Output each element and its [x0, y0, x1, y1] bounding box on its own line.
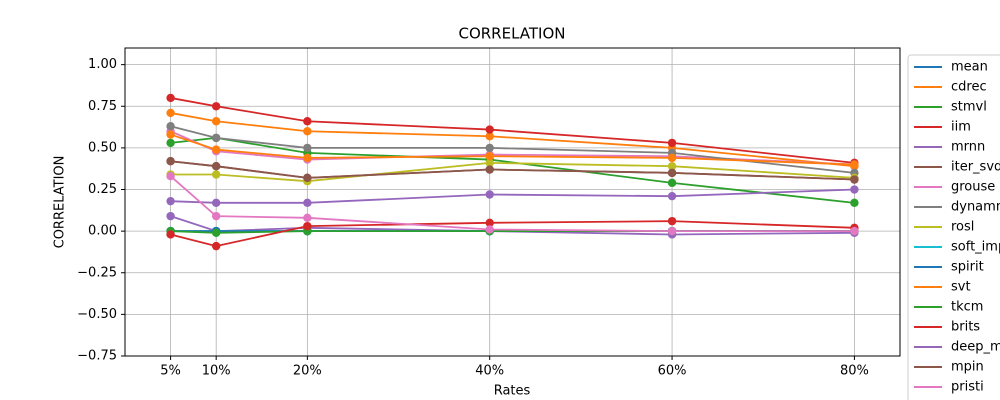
data-point — [485, 125, 494, 134]
legend-label: grouse — [951, 180, 995, 195]
data-point — [485, 143, 494, 153]
data-point — [211, 162, 221, 171]
series-line — [170, 125, 855, 174]
x-tick-label: 60% — [658, 364, 687, 379]
y-tick-label: 0.25 — [88, 182, 117, 197]
data-point — [166, 196, 175, 206]
x-tick-label: 40% — [475, 364, 504, 379]
y-tick-label: −0.75 — [77, 349, 117, 364]
series-line — [170, 112, 855, 168]
data-point — [667, 138, 677, 148]
data-point — [166, 230, 175, 239]
x-axis-label: Rates — [494, 384, 531, 399]
data-point — [850, 198, 859, 208]
data-point — [211, 211, 221, 221]
series-line — [169, 175, 855, 233]
data-point — [166, 138, 175, 148]
y-tick-label: 0.00 — [88, 224, 117, 239]
data-point — [166, 130, 175, 139]
data-point — [303, 117, 312, 126]
legend-label: mrnn — [951, 140, 985, 155]
x-tick-label: 80% — [840, 364, 869, 379]
legend-label: cdrec — [951, 80, 987, 95]
data-point — [667, 162, 677, 171]
data-point — [850, 226, 859, 236]
data-point — [211, 133, 221, 143]
data-point — [485, 225, 494, 234]
data-point — [211, 117, 221, 126]
data-point — [485, 152, 494, 161]
legend-label: dynammo — [951, 200, 1000, 215]
chart-title: CORRELATION — [458, 25, 565, 43]
legend-label: deep_mvi — [951, 340, 1000, 355]
data-point — [667, 153, 677, 163]
legend-label: tkcm — [951, 300, 983, 315]
data-point — [667, 191, 677, 201]
x-tick-label: 20% — [293, 364, 322, 379]
data-point — [166, 122, 175, 131]
data-point — [166, 171, 175, 181]
data-point — [303, 127, 312, 136]
data-point — [303, 198, 312, 208]
data-point — [667, 168, 677, 178]
data-point — [667, 178, 677, 188]
data-point — [485, 158, 494, 168]
legend-label: stmvl — [951, 100, 987, 115]
data-point — [485, 190, 494, 199]
data-point — [303, 173, 312, 183]
data-point — [166, 211, 175, 221]
legend-label: brits — [951, 320, 980, 335]
legend-label: mean — [951, 60, 988, 75]
data-point — [850, 185, 859, 194]
data-point — [485, 165, 494, 174]
y-tick-label: −0.25 — [77, 265, 117, 280]
legend-label: spirit — [951, 260, 984, 275]
data-point — [166, 157, 175, 166]
data-point — [211, 170, 221, 179]
data-point — [166, 108, 175, 118]
data-point — [211, 102, 221, 111]
data-point — [485, 218, 494, 228]
legend-label: iter_svd — [951, 160, 1000, 175]
legend-label: soft_impute — [951, 240, 1000, 255]
legend-box — [907, 54, 1000, 400]
legend-label: rosl — [951, 220, 974, 235]
data-point — [850, 175, 859, 184]
y-axis-label: CORRELATION — [53, 156, 68, 249]
series-line — [170, 215, 855, 236]
series-line — [170, 188, 855, 204]
axes-frame — [124, 47, 901, 357]
legend-label: pristi — [951, 380, 984, 395]
data-point — [211, 145, 221, 154]
data-point — [211, 198, 221, 208]
legend-label: mpin — [951, 360, 984, 375]
data-point — [485, 132, 494, 141]
series-line — [170, 160, 855, 181]
series-line — [170, 161, 855, 183]
data-point — [211, 241, 221, 251]
series-line — [170, 133, 855, 166]
x-tick-label: 5% — [160, 364, 181, 379]
series-line — [170, 97, 855, 164]
y-tick-label: 0.75 — [88, 99, 117, 114]
data-point — [303, 153, 312, 163]
data-point — [303, 143, 312, 153]
data-point — [850, 160, 859, 169]
y-tick-label: 1.00 — [88, 57, 117, 72]
y-tick-label: −0.50 — [77, 307, 117, 322]
data-point — [667, 216, 677, 226]
legend-label: svt — [951, 280, 971, 295]
data-point — [211, 228, 221, 237]
legend-label: iim — [951, 120, 971, 135]
data-point — [303, 213, 312, 223]
data-point — [667, 226, 677, 236]
data-point — [166, 93, 175, 103]
y-tick-label: 0.50 — [88, 140, 117, 155]
data-point — [303, 221, 312, 231]
x-tick-label: 10% — [202, 364, 231, 379]
plot-area — [125, 48, 900, 357]
